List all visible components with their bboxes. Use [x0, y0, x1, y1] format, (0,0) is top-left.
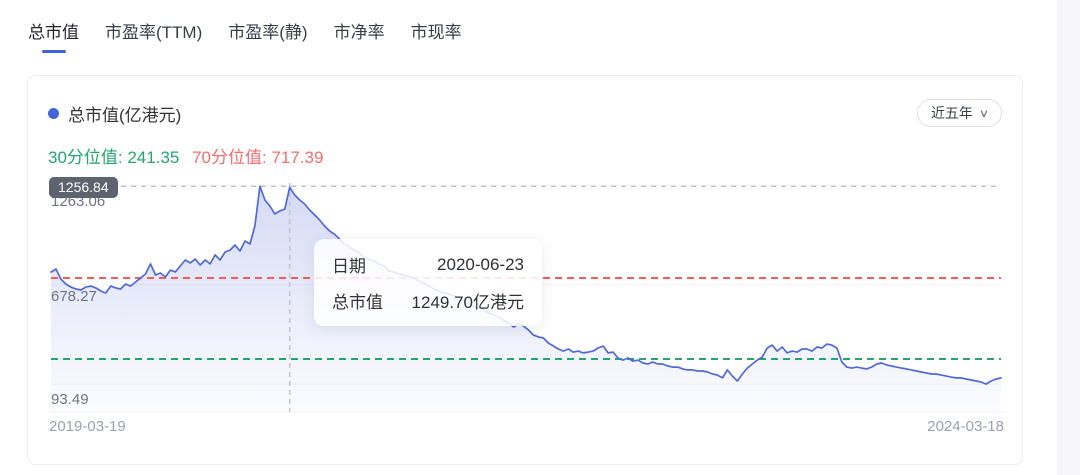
tab-label: 市净率 — [333, 23, 385, 42]
tab-pe-static[interactable]: 市盈率(静) — [228, 18, 307, 53]
tab-pcf-ratio[interactable]: 市现率 — [411, 18, 462, 53]
tooltip-value-label: 总市值 — [332, 293, 383, 312]
percentile-30-text: 30分位值: 241.35 — [48, 148, 180, 167]
y-axis-label-min: 93.49 — [51, 391, 89, 408]
tooltip-date-row: 日期 2020-06-23 — [332, 252, 524, 277]
tooltip-date-label: 日期 — [332, 257, 366, 276]
chart-tooltip: 日期 2020-06-23 总市值 1249.70亿港元 — [314, 239, 542, 326]
tab-pe-ttm[interactable]: 市盈率(TTM) — [105, 18, 202, 53]
tab-label: 市现率 — [410, 23, 462, 42]
tooltip-value-row: 总市值 1249.70亿港元 — [332, 288, 524, 313]
tab-label: 总市值 — [28, 23, 79, 42]
tab-pb-ratio[interactable]: 市净率 — [334, 18, 385, 53]
chevron-down-icon: ∨ — [978, 107, 990, 120]
market-cap-line-chart[interactable]: 1263.06 678.27 93.49 1256.84 2019-03-19 … — [48, 173, 1004, 441]
series-legend: 总市值(亿港元) — [48, 101, 181, 126]
y-axis-label-mid: 678.27 — [51, 288, 97, 305]
valuation-tabs: 总市值 市盈率(TTM) 市盈率(静) 市净率 市现率 — [28, 18, 462, 53]
x-axis-label-start: 2019-03-19 — [49, 418, 126, 435]
time-range-select[interactable]: 近五年 ∨ — [916, 99, 1002, 127]
tab-label: 市盈率(静) — [228, 23, 308, 42]
tab-total-market-cap[interactable]: 总市值 — [28, 18, 79, 53]
chart-canvas[interactable] — [48, 173, 1004, 418]
tooltip-date-value: 2020-06-23 — [437, 254, 524, 274]
tab-label: 市盈率(TTM) — [105, 23, 203, 42]
market-cap-chart-card: 总市值(亿港元) 近五年 ∨ 30分位值: 241.35 70分位值: 717.… — [27, 75, 1023, 465]
legend-dot-icon — [48, 107, 59, 119]
time-range-value: 近五年 — [930, 105, 973, 121]
chart-card-header: 总市值(亿港元) 近五年 ∨ — [28, 76, 1022, 127]
active-tab-underline — [41, 50, 66, 53]
percentile-summary: 30分位值: 241.35 70分位值: 717.39 — [28, 127, 1022, 168]
legend-label: 总市值(亿港元) — [68, 105, 182, 125]
tooltip-value-value: 1249.70亿港元 — [411, 293, 524, 312]
max-value-badge: 1256.84 — [49, 177, 118, 198]
percentile-70-text: 70分位值: 717.39 — [192, 148, 324, 167]
x-axis-label-end: 2024-03-18 — [927, 418, 1004, 435]
page-background-strip — [1057, 0, 1080, 475]
